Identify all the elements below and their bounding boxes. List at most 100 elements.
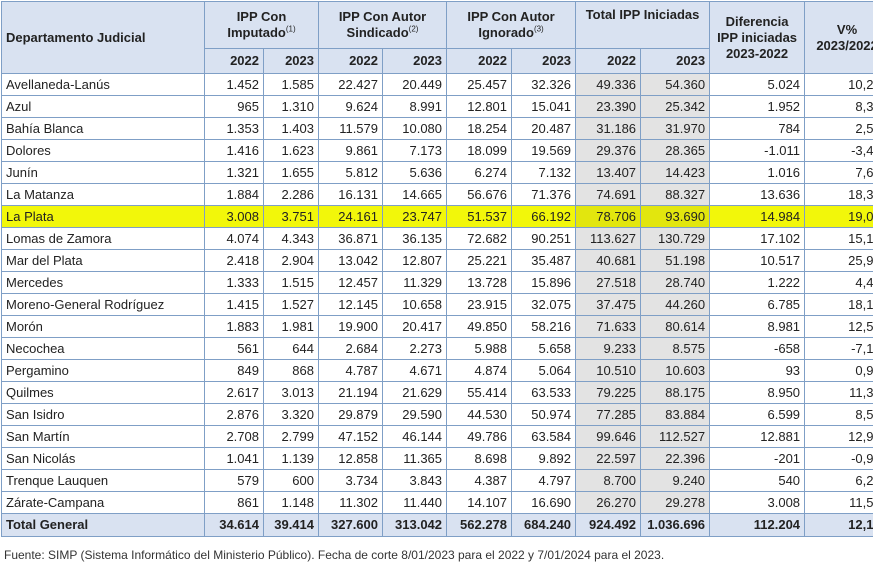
value-cell: 15,1%	[804, 227, 873, 250]
value-cell: 113.627	[575, 227, 642, 250]
value-cell: 1.333	[204, 271, 264, 294]
value-cell: 7.173	[381, 139, 448, 162]
value-cell: 99.646	[575, 425, 642, 448]
table-header: Departamento Judicial IPP Con Imputado(1)…	[1, 1, 873, 74]
value-cell: 3.843	[381, 469, 448, 492]
value-cell: 46.144	[381, 425, 448, 448]
value-cell: 63.533	[511, 381, 577, 404]
value-cell: 5.064	[511, 359, 577, 382]
value-cell: 1.416	[204, 139, 264, 162]
value-cell: 20.487	[511, 117, 577, 140]
value-cell: 31.970	[640, 117, 711, 140]
value-cell: 71.376	[511, 183, 577, 206]
value-cell: 11.329	[381, 271, 448, 294]
value-cell: 22.427	[318, 73, 383, 96]
value-cell: 93	[709, 359, 806, 382]
value-cell: 26.270	[575, 491, 642, 514]
value-cell: 51.537	[446, 205, 513, 228]
value-cell: 74.691	[575, 183, 642, 206]
value-cell: 6,2%	[804, 469, 873, 492]
value-cell: 14.423	[640, 161, 711, 184]
value-cell: 29.879	[318, 403, 383, 426]
departamento-cell: La Matanza	[1, 183, 205, 206]
value-cell: 1.952	[709, 95, 806, 118]
value-cell: 11.365	[381, 447, 448, 470]
year-header: 2022	[318, 48, 383, 74]
value-cell: 27.518	[575, 271, 642, 294]
value-cell: 784	[709, 117, 806, 140]
departamento-cell: Azul	[1, 95, 205, 118]
value-cell: 29.590	[381, 403, 448, 426]
value-cell: 9.624	[318, 95, 383, 118]
value-cell: 1.655	[263, 161, 319, 184]
value-cell: 12.457	[318, 271, 383, 294]
value-cell: 71.633	[575, 315, 642, 338]
table-body: Avellaneda-Lanús 1.452 1.585 22.427 20.449 25…	[1, 73, 873, 514]
year-header: 2022	[575, 48, 642, 74]
year-header: 2022	[446, 48, 513, 74]
value-cell: 18,1%	[804, 293, 873, 316]
value-cell: 12,9%	[804, 425, 873, 448]
table-row: Avellaneda-Lanús 1.452 1.585 22.427 20.449 25…	[1, 73, 873, 96]
value-cell: 1.527	[263, 293, 319, 316]
value-cell: 72.682	[446, 227, 513, 250]
value-cell: 29.376	[575, 139, 642, 162]
value-cell: 11.440	[381, 491, 448, 514]
value-cell: 12,5%	[804, 315, 873, 338]
value-cell: 31.186	[575, 117, 642, 140]
value-cell: 8.575	[640, 337, 711, 360]
year-header: 2023	[511, 48, 577, 74]
value-cell: 9.233	[575, 337, 642, 360]
value-cell: 2.876	[204, 403, 264, 426]
value-cell: 25.342	[640, 95, 711, 118]
value-cell: 19,0%	[804, 205, 873, 228]
value-cell: 1.415	[204, 293, 264, 316]
table-row: Moreno-General Rodríguez 1.415 1.527 12.145…	[1, 293, 873, 316]
departamento-cell: Mercedes	[1, 271, 205, 294]
value-cell: 13.407	[575, 161, 642, 184]
value-cell: 12.145	[318, 293, 383, 316]
value-cell: 49.850	[446, 315, 513, 338]
table-footer: Total General 34.614 39.414 327.600 313.042 5…	[1, 513, 873, 537]
value-cell: 8,5%	[804, 403, 873, 426]
value-cell: 23.390	[575, 95, 642, 118]
value-cell: 88.175	[640, 381, 711, 404]
value-cell: 12.807	[381, 249, 448, 272]
year-header: 2022	[204, 48, 264, 74]
value-cell: 35.487	[511, 249, 577, 272]
value-cell: 9.892	[511, 447, 577, 470]
value-cell: 11,5%	[804, 491, 873, 514]
value-cell: 21.194	[318, 381, 383, 404]
total-value-cell: 327.600	[318, 513, 383, 537]
total-value-cell: 12,1%	[804, 513, 873, 537]
value-cell: 18.099	[446, 139, 513, 162]
value-cell: 2,5%	[804, 117, 873, 140]
value-cell: 24.161	[318, 205, 383, 228]
value-cell: 11.302	[318, 491, 383, 514]
value-cell: 15.041	[511, 95, 577, 118]
table-row: Azul 965 1.310 9.624 8.991 12.801 15.041 23.390…	[1, 95, 873, 118]
value-cell: 1.981	[263, 315, 319, 338]
header-departamento: Departamento Judicial	[1, 1, 205, 74]
departamento-cell: Lomas de Zamora	[1, 227, 205, 250]
value-cell: 16.131	[318, 183, 383, 206]
value-cell: 4.343	[263, 227, 319, 250]
value-cell: 2.904	[263, 249, 319, 272]
ipp-table: Departamento Judicial IPP Con Imputado(1)…	[1, 1, 873, 537]
value-cell: -7,1%	[804, 337, 873, 360]
value-cell: 32.075	[511, 293, 577, 316]
year-header: 2023	[263, 48, 319, 74]
value-cell: 1.041	[204, 447, 264, 470]
total-value-cell: 924.492	[575, 513, 642, 537]
value-cell: 2.418	[204, 249, 264, 272]
value-cell: 10.080	[381, 117, 448, 140]
value-cell: 58.216	[511, 315, 577, 338]
value-cell: 56.676	[446, 183, 513, 206]
value-cell: 80.614	[640, 315, 711, 338]
value-cell: 13.728	[446, 271, 513, 294]
value-cell: 10.603	[640, 359, 711, 382]
value-cell: 2.708	[204, 425, 264, 448]
value-cell: -658	[709, 337, 806, 360]
value-cell: 1.016	[709, 161, 806, 184]
value-cell: 8.698	[446, 447, 513, 470]
